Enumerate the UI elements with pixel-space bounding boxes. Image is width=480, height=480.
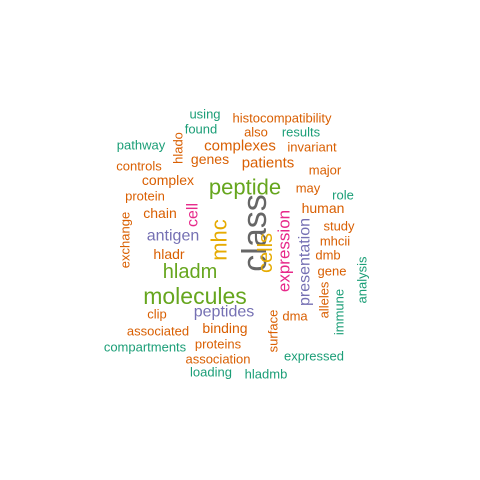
word-molecules: molecules bbox=[143, 283, 247, 309]
word-also: also bbox=[244, 125, 268, 140]
word-pathway: pathway bbox=[117, 138, 166, 153]
word-proteins: proteins bbox=[195, 337, 242, 352]
word-controls: controls bbox=[116, 159, 162, 174]
word-alleles: alleles bbox=[317, 281, 332, 318]
word-exchange: exchange bbox=[118, 212, 133, 268]
word-patients: patients bbox=[242, 155, 295, 172]
word-analysis: analysis bbox=[355, 256, 370, 303]
word-gene: gene bbox=[318, 264, 347, 279]
word-compartments: compartments bbox=[104, 340, 187, 355]
word-major: major bbox=[309, 163, 342, 178]
word-mhc: mhc bbox=[207, 219, 232, 261]
word-complexes: complexes bbox=[204, 138, 276, 155]
word-associated: associated bbox=[127, 324, 189, 339]
word-hlado: hlado bbox=[171, 132, 186, 164]
word-using: using bbox=[189, 107, 220, 122]
word-may: may bbox=[296, 181, 321, 196]
word-mhcii: mhcii bbox=[320, 234, 350, 249]
word-found: found bbox=[185, 122, 218, 137]
word-study: study bbox=[323, 219, 355, 234]
word-expression: expression bbox=[275, 210, 294, 292]
word-class: class bbox=[236, 194, 274, 271]
word-complex: complex bbox=[142, 172, 194, 188]
word-binding: binding bbox=[202, 320, 247, 336]
word-peptides: peptides bbox=[194, 304, 255, 321]
word-cells: cells bbox=[255, 233, 277, 273]
word-immune: immune bbox=[332, 289, 347, 335]
word-protein: protein bbox=[125, 189, 165, 204]
word-clip: clip bbox=[147, 307, 167, 322]
word-presentation: presentation bbox=[297, 218, 314, 306]
word-hladr: hladr bbox=[153, 246, 184, 262]
word-dma: dma bbox=[282, 309, 308, 324]
word-results: results bbox=[282, 125, 321, 140]
word-peptide: peptide bbox=[209, 175, 281, 200]
word-histocompatibility: histocompatibility bbox=[233, 111, 332, 126]
word-surface: surface bbox=[266, 310, 281, 353]
word-hladm: hladm bbox=[163, 261, 217, 283]
word-dmb: dmb bbox=[315, 248, 340, 263]
word-cell: cell bbox=[185, 203, 202, 227]
word-invariant: invariant bbox=[287, 140, 337, 155]
word-role: role bbox=[332, 188, 354, 203]
word-genes: genes bbox=[191, 151, 229, 167]
word-human: human bbox=[302, 200, 345, 216]
word-association: association bbox=[185, 352, 250, 367]
word-loading: loading bbox=[190, 365, 232, 380]
word-chain: chain bbox=[143, 205, 176, 221]
word-expressed: expressed bbox=[284, 349, 344, 364]
word-hladmb: hladmb bbox=[245, 367, 288, 382]
word-antigen: antigen bbox=[147, 228, 200, 245]
